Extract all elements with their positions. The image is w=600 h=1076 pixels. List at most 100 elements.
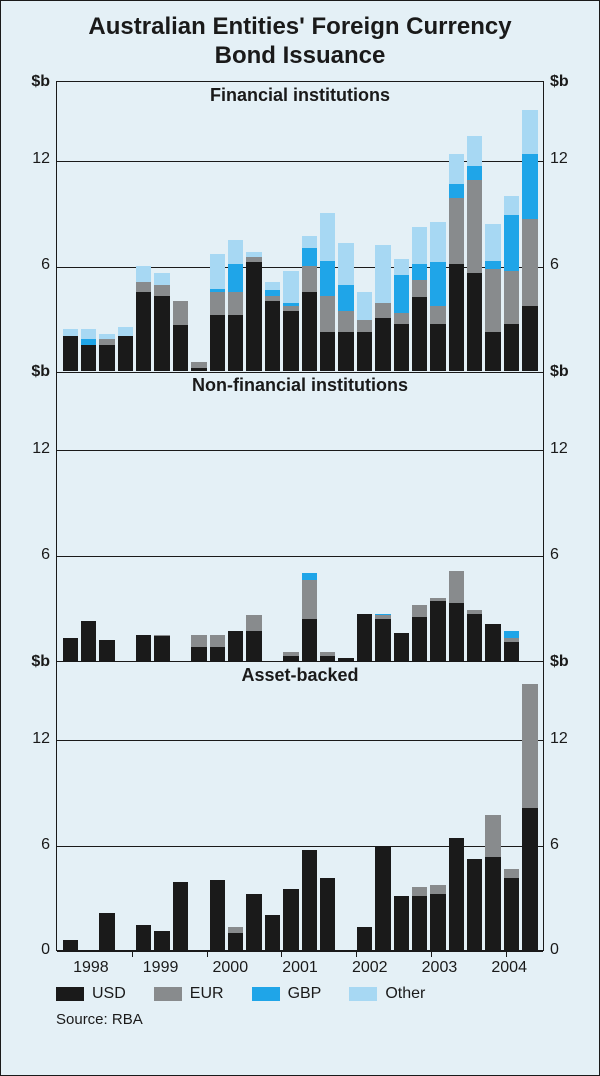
bar-segment-gbp bbox=[485, 261, 500, 270]
ytick-label-right: 12 bbox=[550, 150, 568, 168]
bar-segment-eur bbox=[357, 320, 372, 332]
bar-segment-other bbox=[504, 196, 519, 215]
bars-wrap bbox=[57, 82, 543, 371]
bar bbox=[246, 661, 261, 950]
bar bbox=[357, 661, 372, 950]
bar bbox=[228, 371, 243, 661]
bar-segment-other bbox=[210, 254, 225, 289]
bar-segment-usd bbox=[228, 315, 243, 371]
chart-container: Australian Entities' Foreign Currency Bo… bbox=[0, 0, 600, 1076]
bar bbox=[375, 661, 390, 950]
bar-segment-usd bbox=[302, 850, 317, 950]
bar-segment-other bbox=[283, 271, 298, 303]
bar-segment-gbp bbox=[467, 166, 482, 180]
bar-segment-usd bbox=[357, 614, 372, 661]
bar bbox=[412, 661, 427, 950]
ytick-label-left: 12 bbox=[32, 150, 50, 168]
bar bbox=[154, 371, 169, 661]
bar-segment-other bbox=[394, 259, 409, 275]
bar-segment-gbp bbox=[504, 215, 519, 271]
bar-segment-usd bbox=[283, 889, 298, 950]
ytick-label-left: 6 bbox=[41, 836, 50, 854]
bar bbox=[467, 371, 482, 661]
bar bbox=[99, 82, 114, 371]
bar-segment-eur bbox=[522, 219, 537, 307]
bar bbox=[430, 661, 445, 950]
bar-segment-usd bbox=[63, 638, 78, 661]
bar-segment-gbp bbox=[228, 264, 243, 292]
bar-segment-usd bbox=[63, 336, 78, 371]
y-unit-right: $b bbox=[550, 653, 569, 671]
bar bbox=[320, 82, 335, 371]
bar-segment-other bbox=[357, 292, 372, 320]
bar bbox=[320, 371, 335, 661]
bar-segment-eur bbox=[228, 292, 243, 315]
bar bbox=[63, 82, 78, 371]
bar bbox=[246, 82, 261, 371]
bar bbox=[99, 371, 114, 661]
bar-segment-usd bbox=[154, 931, 169, 950]
ytick-label-right: 6 bbox=[550, 256, 559, 274]
legend-swatch bbox=[349, 987, 377, 1001]
bar-segment-usd bbox=[485, 857, 500, 950]
legend-label: Other bbox=[385, 985, 425, 1003]
bar-segment-usd bbox=[320, 332, 335, 371]
bar-segment-usd bbox=[228, 631, 243, 661]
bar-segment-usd bbox=[522, 306, 537, 371]
ytick-label-right: 6 bbox=[550, 836, 559, 854]
bar bbox=[118, 371, 133, 661]
bar-segment-usd bbox=[430, 601, 445, 661]
bar-segment-usd bbox=[522, 808, 537, 950]
plot-area bbox=[56, 661, 544, 951]
bar bbox=[504, 371, 519, 661]
legend-swatch bbox=[56, 987, 84, 1001]
bar-segment-usd bbox=[485, 624, 500, 661]
bar-segment-usd bbox=[412, 617, 427, 661]
bar bbox=[504, 661, 519, 950]
bar-segment-usd bbox=[504, 324, 519, 371]
bar bbox=[522, 82, 537, 371]
bar-segment-eur bbox=[412, 605, 427, 617]
y-unit-left: $b bbox=[31, 363, 50, 381]
bar-segment-usd bbox=[173, 325, 188, 371]
bar-segment-eur bbox=[504, 271, 519, 324]
bar-segment-usd bbox=[99, 913, 114, 950]
panel-0: $b$b661212Financial institutions bbox=[56, 81, 544, 371]
bar-segment-gbp bbox=[338, 285, 353, 311]
bar-segment-usd bbox=[338, 332, 353, 371]
bar-segment-other bbox=[265, 282, 280, 291]
y-unit-right: $b bbox=[550, 363, 569, 381]
bar-segment-usd bbox=[118, 336, 133, 371]
bar-segment-eur bbox=[302, 266, 317, 292]
bar bbox=[154, 661, 169, 950]
bar-segment-usd bbox=[357, 332, 372, 371]
xtick bbox=[506, 950, 507, 957]
legend-item-eur: EUR bbox=[154, 985, 224, 1003]
bar-segment-eur bbox=[467, 180, 482, 273]
bar-segment-usd bbox=[394, 324, 409, 371]
legend-item-other: Other bbox=[349, 985, 425, 1003]
legend-label: USD bbox=[92, 985, 126, 1003]
baseline bbox=[57, 951, 543, 952]
bar-segment-eur bbox=[430, 306, 445, 324]
bar-segment-eur bbox=[191, 635, 206, 647]
bar bbox=[210, 82, 225, 371]
ytick-label-left: 6 bbox=[41, 256, 50, 274]
bar-segment-eur bbox=[154, 285, 169, 296]
x-year-label: 2000 bbox=[195, 959, 265, 977]
bar bbox=[504, 82, 519, 371]
x-axis: 1998199920002001200220032004 bbox=[56, 959, 544, 977]
bar-segment-usd bbox=[467, 614, 482, 661]
bar bbox=[485, 661, 500, 950]
bar-segment-usd bbox=[504, 878, 519, 950]
bar bbox=[191, 661, 206, 950]
bar-segment-eur bbox=[449, 198, 464, 265]
bar-segment-eur bbox=[412, 887, 427, 896]
bar bbox=[154, 82, 169, 371]
bar bbox=[228, 661, 243, 950]
bar bbox=[118, 82, 133, 371]
legend-swatch bbox=[252, 987, 280, 1001]
bar-segment-usd bbox=[485, 332, 500, 371]
bar-segment-gbp bbox=[394, 275, 409, 314]
bar-segment-other bbox=[375, 245, 390, 303]
